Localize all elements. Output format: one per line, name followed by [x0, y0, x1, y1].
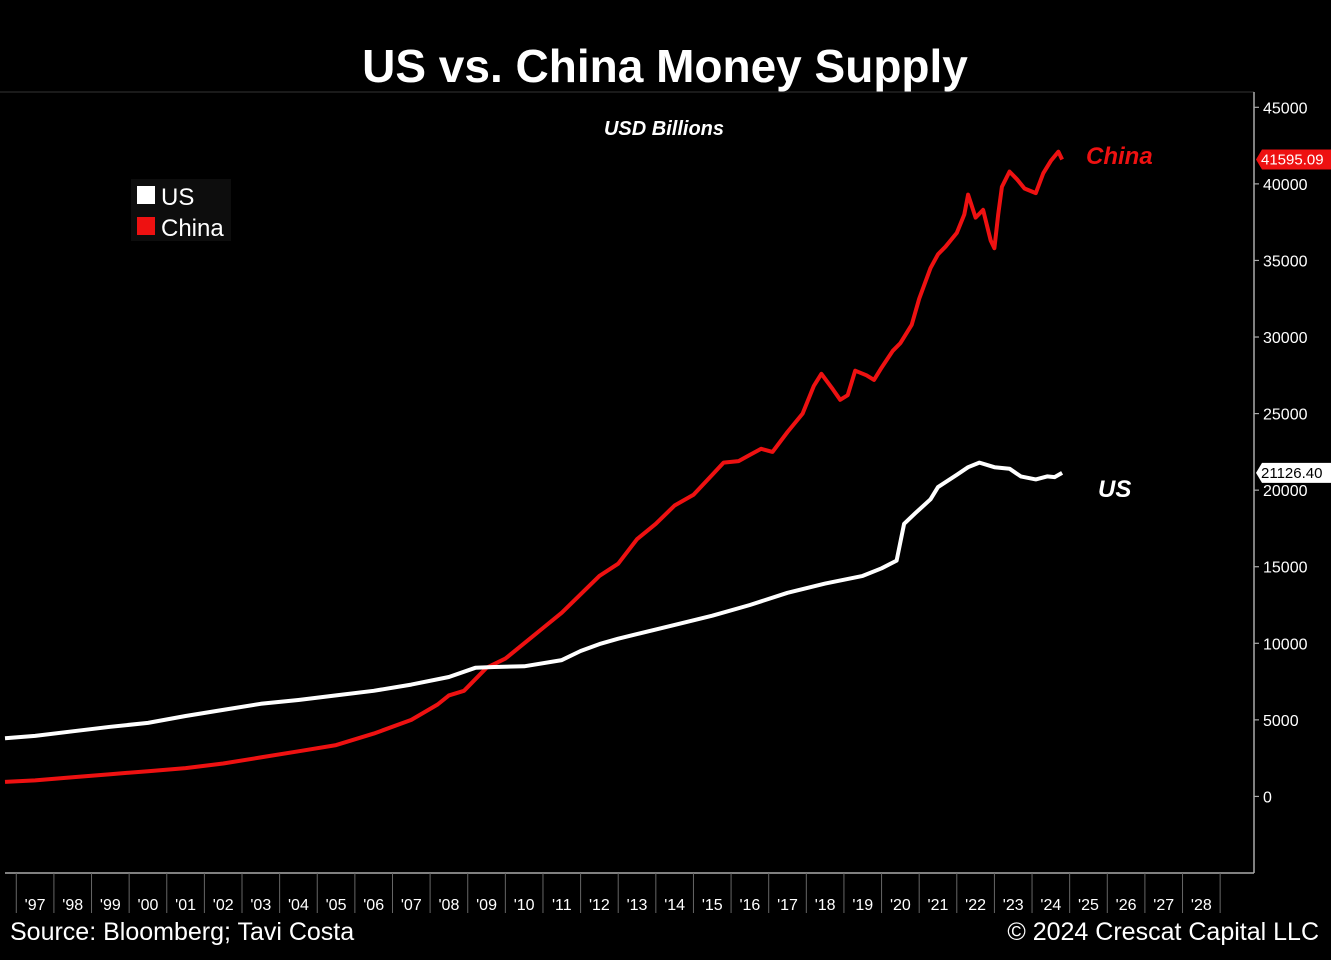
x-tick-label: '00: [138, 897, 159, 914]
last-value-tag-china: 41595.09: [1256, 149, 1331, 170]
copyright-note: © 2024 Crescat Capital LLC: [1007, 918, 1319, 946]
y-tick-label: 35000: [1263, 253, 1308, 270]
x-tick-label: '27: [1153, 897, 1174, 914]
last-value-us: 21126.40: [1261, 465, 1322, 482]
x-tick-label: '22: [965, 897, 986, 914]
x-tick-label: '28: [1191, 897, 1212, 914]
y-tick-label: 5000: [1263, 713, 1299, 730]
x-tick-label: '21: [928, 897, 949, 914]
x-tick-label: '12: [589, 897, 610, 914]
x-tick-label: '25: [1078, 897, 1099, 914]
x-tick-label: '02: [213, 897, 234, 914]
x-tick-label: '24: [1040, 897, 1061, 914]
x-tick-label: '09: [476, 897, 497, 914]
x-tick-label: '98: [62, 897, 83, 914]
series-lines: [4, 149, 1064, 784]
series-line-china: [4, 149, 1064, 784]
y-tick-label: 15000: [1263, 560, 1308, 577]
x-tick-label: '03: [250, 897, 271, 914]
x-tick-label: '17: [777, 897, 798, 914]
x-tick-label: '15: [702, 897, 723, 914]
y-tick-label: 30000: [1263, 330, 1308, 347]
source-note: Source: Bloomberg; Tavi Costa: [10, 918, 355, 946]
last-value-tag-us-shape: [1256, 462, 1331, 483]
x-tick-label: '05: [326, 897, 347, 914]
legend-label-china: China: [161, 215, 224, 242]
y-axis: 0 5000 10000 15000 20000 25000 30000 35000 40000…: [1254, 100, 1308, 806]
series-line-us: [4, 460, 1064, 741]
y-tick-label: 25000: [1263, 407, 1308, 424]
x-tick-label: '08: [438, 897, 459, 914]
x-tick-label: '97: [25, 897, 46, 914]
y-tick-label: 0: [1263, 789, 1272, 806]
series-label-us: US: [1098, 476, 1131, 503]
x-tick-label: '99: [100, 897, 121, 914]
x-tick-label: '23: [1003, 897, 1024, 914]
x-tick-label: '19: [852, 897, 873, 914]
x-tick-label: '10: [514, 897, 535, 914]
legend-swatch-china: [137, 217, 155, 235]
x-tick-label: '06: [363, 897, 384, 914]
x-tick-label: '04: [288, 897, 309, 914]
x-tick-label: '20: [890, 897, 911, 914]
y-tick-label: 45000: [1263, 100, 1308, 117]
legend: US China: [131, 179, 231, 242]
legend-label-us: US: [161, 184, 194, 211]
x-axis: '97 '98 '99 '00 '01 '02 '03 '04 '05 '06 '07 '08 '09 '…: [15, 873, 1221, 914]
legend-swatch-us: [137, 186, 155, 204]
y-tick-label: 10000: [1263, 636, 1308, 653]
x-tick-label: '13: [627, 897, 648, 914]
y-tick-label: 40000: [1263, 177, 1308, 194]
x-tick-label: '16: [739, 897, 760, 914]
x-tick-label: '07: [401, 897, 422, 914]
x-tick-label: '18: [815, 897, 836, 914]
y-tick-label: 20000: [1263, 483, 1308, 500]
x-tick-label: '26: [1116, 897, 1137, 914]
x-tick-label: '01: [175, 897, 196, 914]
last-value-china: 41595.09: [1261, 151, 1324, 168]
chart-subtitle: USD Billions: [604, 118, 724, 140]
last-value-tag-china-shape: [1256, 149, 1331, 170]
chart-title: US vs. China Money Supply: [362, 40, 968, 92]
x-tick-label: '14: [664, 897, 685, 914]
x-tick-label: '11: [552, 897, 572, 914]
last-value-tag-us: 21126.40: [1256, 462, 1331, 483]
series-label-china: China: [1086, 143, 1153, 170]
